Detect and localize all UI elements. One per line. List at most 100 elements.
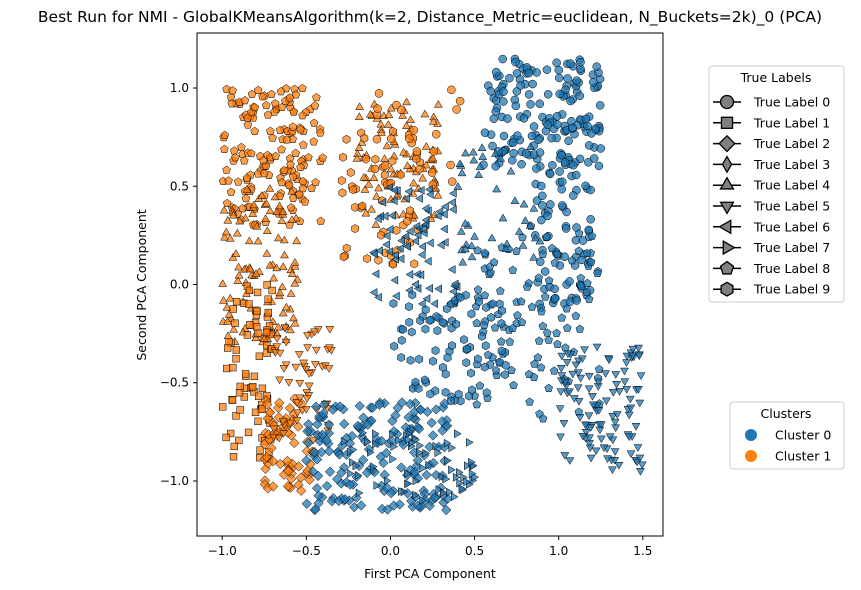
- data-point: [405, 302, 413, 312]
- data-point: [372, 134, 382, 144]
- data-point: [488, 299, 497, 309]
- data-point: [584, 141, 594, 150]
- data-point: [584, 372, 594, 381]
- data-point: [506, 166, 516, 175]
- data-point: [219, 403, 227, 411]
- data-point: [296, 162, 305, 172]
- data-point: [404, 469, 412, 479]
- data-point: [532, 68, 541, 77]
- data-point: [225, 233, 235, 242]
- data-point: [475, 162, 485, 170]
- data-point: [612, 380, 621, 389]
- data-point: [559, 420, 569, 428]
- data-point: [296, 485, 307, 496]
- data-point: [511, 57, 520, 67]
- data-point: [441, 387, 450, 397]
- data-point: [349, 185, 357, 195]
- data-point: [434, 448, 443, 458]
- data-point: [535, 148, 545, 157]
- data-point: [232, 355, 240, 363]
- data-point: [486, 87, 495, 96]
- data-point: [402, 241, 411, 251]
- data-point: [236, 382, 244, 391]
- data-point: [535, 257, 545, 267]
- data-point: [283, 466, 294, 477]
- data-point: [447, 265, 456, 274]
- data-point: [244, 428, 253, 437]
- data-point: [388, 156, 397, 166]
- data-point: [413, 230, 422, 240]
- data-point: [241, 193, 251, 203]
- data-point: [440, 488, 448, 498]
- data-point: [281, 302, 291, 311]
- data-point: [517, 159, 526, 169]
- data-point: [503, 114, 512, 123]
- data-point: [527, 302, 537, 311]
- data-point: [622, 352, 632, 361]
- data-point: [293, 409, 302, 418]
- data-point: [275, 458, 286, 470]
- data-point: [519, 199, 529, 208]
- true-labels-legend-box: [708, 65, 845, 303]
- cluster-color-swatch: [745, 429, 757, 441]
- data-point: [425, 185, 433, 194]
- data-point: [558, 177, 567, 187]
- data-point: [380, 154, 389, 162]
- data-point: [229, 324, 239, 333]
- data-point: [550, 284, 559, 294]
- data-point: [383, 476, 392, 486]
- data-point: [620, 378, 630, 387]
- data-point: [261, 451, 272, 463]
- data-point: [412, 455, 423, 466]
- data-point: [339, 494, 351, 505]
- data-point: [265, 206, 275, 215]
- data-point: [449, 188, 457, 198]
- data-point: [222, 302, 232, 311]
- legend-marker-icon: [722, 240, 736, 256]
- data-point: [385, 224, 394, 234]
- data-point: [418, 242, 427, 251]
- data-point: [369, 462, 378, 471]
- data-point: [416, 316, 425, 326]
- data-point: [239, 264, 249, 273]
- data-point: [256, 446, 264, 454]
- data-point: [295, 394, 305, 403]
- data-point: [569, 395, 579, 403]
- data-point: [339, 152, 347, 162]
- data-point: [426, 389, 435, 399]
- data-point: [352, 153, 362, 162]
- data-point: [585, 444, 595, 453]
- data-point: [412, 154, 421, 164]
- data-point: [557, 201, 567, 210]
- data-point: [226, 429, 235, 438]
- data-point: [538, 201, 547, 210]
- data-point: [561, 85, 570, 95]
- data-point: [264, 295, 272, 303]
- data-point: [274, 397, 285, 409]
- true-label-legend-text: True Label 4: [753, 178, 830, 193]
- data-point: [496, 286, 505, 295]
- data-point: [253, 323, 261, 331]
- data-point: [267, 456, 279, 467]
- data-point: [575, 91, 585, 101]
- legend-marker-icon: [719, 94, 735, 110]
- data-point: [265, 184, 275, 192]
- data-point: [392, 291, 400, 301]
- clusters-legend-title: Clusters: [761, 406, 812, 421]
- data-point: [273, 322, 283, 331]
- data-point: [429, 147, 439, 156]
- true-label-legend-text: True Label 0: [753, 95, 830, 110]
- data-point: [338, 188, 347, 198]
- data-point: [312, 454, 323, 465]
- data-point: [528, 79, 537, 89]
- data-point: [254, 392, 263, 400]
- data-point: [514, 227, 524, 235]
- clusters-legend-entries: Cluster 0 Cluster 1: [745, 428, 831, 464]
- data-point: [501, 244, 511, 252]
- data-point: [469, 155, 479, 164]
- data-point: [371, 269, 380, 279]
- data-point: [291, 148, 300, 157]
- data-point: [277, 282, 287, 291]
- data-point: [572, 296, 581, 305]
- data-point: [240, 393, 249, 401]
